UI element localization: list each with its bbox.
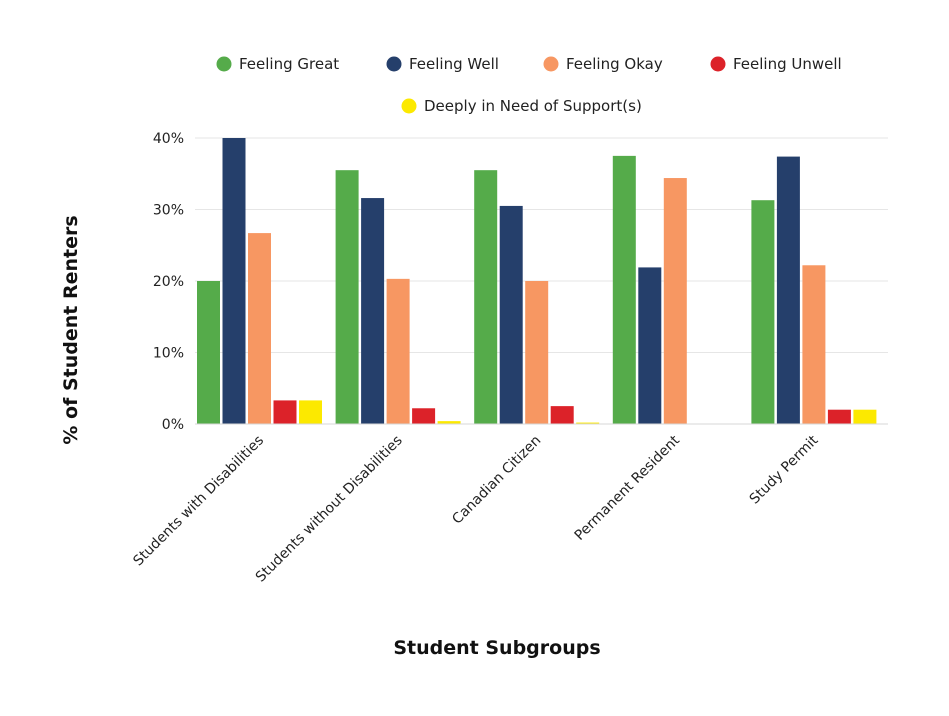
bar-feeling-okay-3: [663, 178, 687, 424]
bar-feeling-unwell-2: [550, 406, 574, 424]
y-tick-label: 20%: [153, 274, 184, 290]
bar-deeply-in-need-of-support-s-4: [853, 409, 877, 424]
bar-feeling-well-2: [499, 205, 523, 424]
bar-feeling-great-4: [751, 200, 775, 424]
y-tick-label: 40%: [153, 131, 184, 147]
legend-label: Feeling Okay: [566, 55, 663, 73]
y-tick-label: 10%: [153, 346, 184, 362]
x-tick-label: Students without Disabilities: [253, 433, 406, 586]
y-axis-ticks: 0% 10% 20% 30% 40%: [153, 131, 184, 433]
bar-feeling-great-1: [335, 170, 359, 424]
bar-feeling-okay-0: [248, 233, 271, 424]
bar-feeling-unwell-1: [412, 408, 436, 424]
bar-deeply-in-need-of-support-s-0: [299, 400, 322, 424]
bar-feeling-okay-1: [386, 278, 410, 424]
bar-feeling-well-4: [776, 156, 800, 424]
bar-feeling-well-0: [222, 138, 246, 424]
legend: Feeling Great Feeling Well Feeling Okay Fee…: [216, 55, 842, 115]
bar-feeling-unwell-0: [273, 400, 297, 424]
legend-marker: [386, 56, 402, 72]
legend-item: Feeling Okay: [543, 55, 663, 73]
legend-item: Feeling Great: [216, 55, 339, 73]
bar-feeling-unwell-4: [827, 409, 851, 424]
bar-feeling-great-2: [474, 170, 498, 424]
legend-item: Deeply in Need of Support(s): [401, 97, 642, 115]
legend-item: Feeling Unwell: [710, 55, 842, 73]
bars: [197, 138, 877, 424]
legend-marker: [543, 56, 559, 72]
y-tick-label: 0%: [162, 417, 184, 433]
bar-feeling-great-0: [197, 281, 220, 424]
x-tick-label: Canadian Citizen: [449, 433, 544, 528]
legend-marker: [401, 98, 417, 114]
bar-feeling-well-3: [638, 267, 662, 424]
legend-label: Feeling Unwell: [733, 55, 842, 73]
x-axis-title: Student Subgroups: [393, 637, 600, 659]
bar-feeling-okay-4: [802, 265, 826, 424]
bar-feeling-well-1: [361, 198, 385, 424]
y-tick-label: 30%: [153, 203, 184, 219]
bar-feeling-great-3: [612, 155, 636, 424]
x-tick-label: Students with Disabilities: [130, 433, 267, 570]
legend-label: Feeling Great: [239, 55, 339, 73]
legend-label: Deeply in Need of Support(s): [424, 97, 642, 115]
legend-marker: [216, 56, 232, 72]
y-axis-title: % of Student Renters: [60, 215, 82, 444]
x-tick-label: Study Permit: [747, 432, 822, 507]
legend-label: Feeling Well: [409, 55, 499, 73]
bar-deeply-in-need-of-support-s-2: [576, 422, 600, 424]
bar-deeply-in-need-of-support-s-1: [437, 421, 461, 424]
bar-feeling-okay-2: [525, 281, 549, 424]
legend-marker: [710, 56, 726, 72]
legend-item: Feeling Well: [386, 55, 499, 73]
x-tick-label: Permanent Resident: [572, 432, 684, 544]
